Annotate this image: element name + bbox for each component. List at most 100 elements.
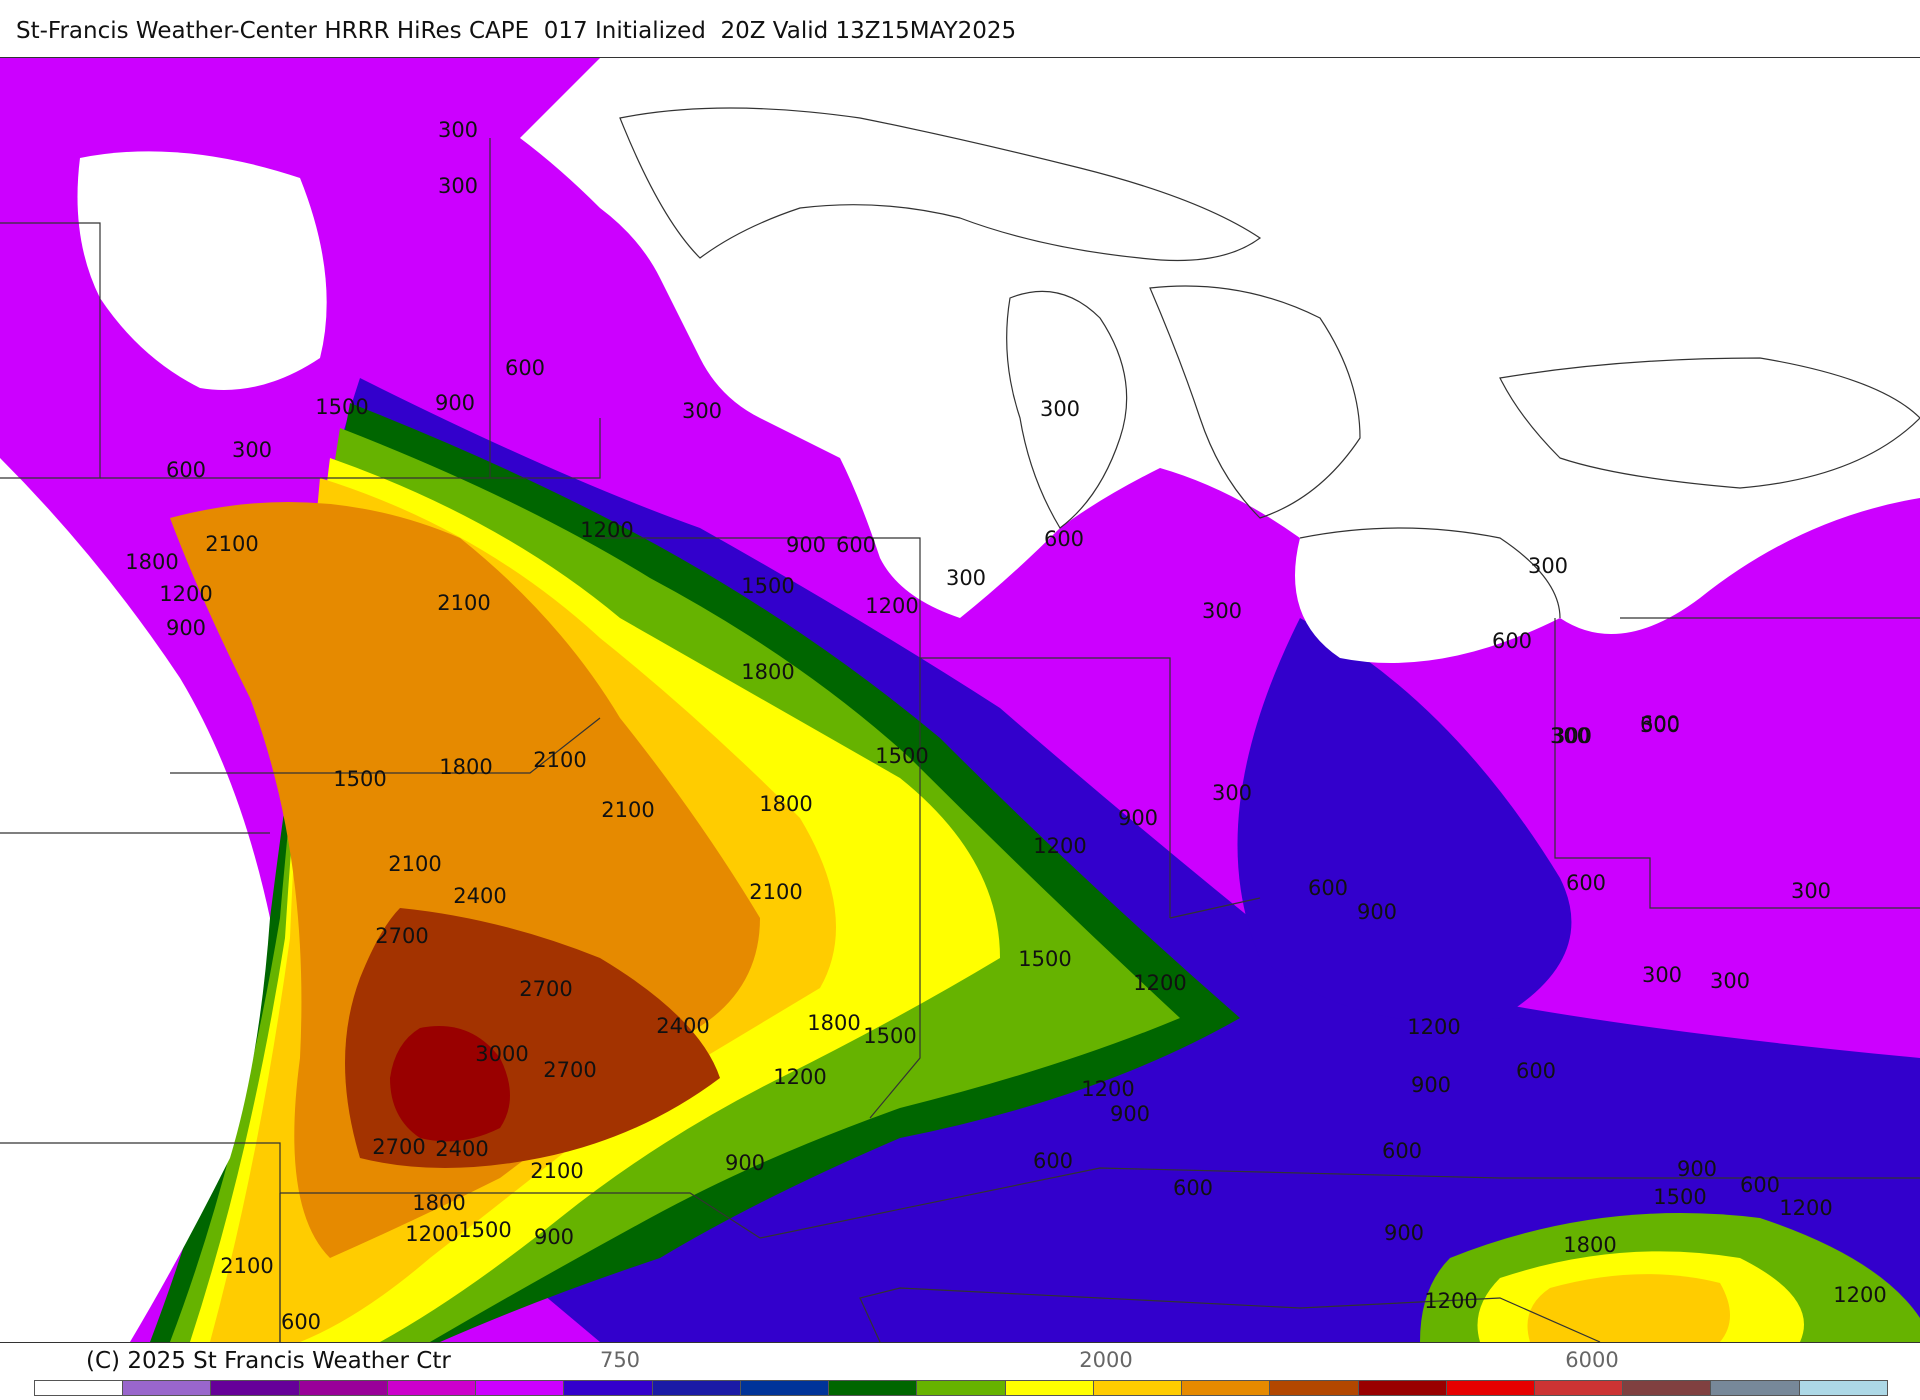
no-cape-north xyxy=(520,58,1920,663)
no-cape-nw xyxy=(77,151,327,390)
contour-label: 600 xyxy=(1516,1059,1556,1083)
contour-label: 300 xyxy=(1642,963,1682,987)
colorbar-swatch xyxy=(1270,1381,1359,1395)
contour-label: 1800 xyxy=(439,755,492,779)
contour-label: 3000 xyxy=(475,1042,528,1066)
contour-label: 1200 xyxy=(1833,1283,1886,1307)
contour-label: 300 xyxy=(438,118,478,142)
contour-label: 1800 xyxy=(125,550,178,574)
colorbar-swatch xyxy=(917,1381,1006,1395)
colorbar-swatch xyxy=(1623,1381,1712,1395)
contour-label: 2100 xyxy=(530,1159,583,1183)
colorbar-swatch xyxy=(1358,1381,1447,1395)
contour-label: 900 xyxy=(166,616,206,640)
contour-label: 2700 xyxy=(372,1135,425,1159)
contour-label: 2100 xyxy=(220,1254,273,1278)
contour-label: 900 xyxy=(1110,1102,1150,1126)
contour-label: 300 xyxy=(1212,781,1252,805)
contour-label: 2100 xyxy=(205,532,258,556)
contour-label: 600 xyxy=(1740,1173,1780,1197)
cape-field-600-east xyxy=(1237,618,1572,1022)
contour-label: 2400 xyxy=(435,1137,488,1161)
contour-label: 300 xyxy=(1791,879,1831,903)
cape-field-2100-se xyxy=(1527,1274,1730,1342)
contour-label: 1200 xyxy=(1033,834,1086,858)
copyright-notice: (C) 2025 St Francis Weather Ctr xyxy=(86,1348,451,1374)
contour-label: 1800 xyxy=(412,1191,465,1215)
contour-label: 300 xyxy=(682,399,722,423)
contour-label: 1500 xyxy=(1653,1185,1706,1209)
colorbar-swatch xyxy=(1534,1381,1624,1395)
colorbar-swatch xyxy=(123,1381,212,1395)
colorbar-swatch xyxy=(1005,1381,1094,1395)
contour-label: 600 xyxy=(166,458,206,482)
contour-label: 600 xyxy=(1308,876,1348,900)
colorbar-swatch xyxy=(1093,1381,1183,1395)
contour-label: 1200 xyxy=(1779,1196,1832,1220)
contour-label: 900 xyxy=(435,391,475,415)
contour-label: 1500 xyxy=(1018,947,1071,971)
contour-label: 2100 xyxy=(601,798,654,822)
contour-label: 1500 xyxy=(315,395,368,419)
contour-label: 1200 xyxy=(1407,1015,1460,1039)
contour-label: 900 xyxy=(1357,900,1397,924)
contour-label: 300 xyxy=(438,174,478,198)
contour-label: 1200 xyxy=(1133,971,1186,995)
cape-field-3000 xyxy=(390,1026,510,1142)
contour-label: 1500 xyxy=(863,1024,916,1048)
contour-label: 2100 xyxy=(388,852,441,876)
contour-label: 1200 xyxy=(580,518,633,542)
map-footer: (C) 2025 St Francis Weather Ctr 750 2000… xyxy=(0,1342,1920,1400)
contour-label: 300 xyxy=(1552,724,1592,748)
contour-label: 300 xyxy=(1640,713,1680,737)
colorbar-swatch xyxy=(476,1381,565,1395)
contour-label: 1500 xyxy=(741,574,794,598)
colorbar-swatch xyxy=(387,1381,477,1395)
contour-labels: 3003006009001500300600300210018001200900… xyxy=(125,118,1886,1334)
contour-label: 600 xyxy=(1173,1176,1213,1200)
contour-label: 2400 xyxy=(656,1014,709,1038)
contour-label: 1200 xyxy=(159,582,212,606)
contour-label: 600 xyxy=(1492,629,1532,653)
colorbar-swatch xyxy=(299,1381,388,1395)
colorbar-swatch xyxy=(652,1381,741,1395)
contour-label: 300 xyxy=(232,438,272,462)
contour-label: 2100 xyxy=(749,880,802,904)
colorbar-swatch xyxy=(1711,1381,1800,1395)
contour-label: 2100 xyxy=(437,591,490,615)
colorbar-swatch xyxy=(740,1381,830,1395)
contour-label: 600 xyxy=(505,356,545,380)
colorbar-tick-6000: 6000 xyxy=(1565,1348,1619,1372)
contour-label: 1800 xyxy=(741,660,794,684)
contour-label: 900 xyxy=(1384,1221,1424,1245)
colorbar-swatch xyxy=(1799,1381,1887,1395)
state-borders xyxy=(0,138,1920,1342)
contour-label: 1800 xyxy=(759,792,812,816)
contour-label: 1200 xyxy=(1424,1289,1477,1313)
cape-map-canvas: 3003006009001500300600300210018001200900… xyxy=(0,58,1920,1342)
colorbar-swatch xyxy=(35,1381,124,1395)
colorbar-swatch xyxy=(829,1381,918,1395)
contour-label: 1800 xyxy=(1563,1233,1616,1257)
contour-label: 2100 xyxy=(533,748,586,772)
colorbar-tick-750: 750 xyxy=(599,1348,641,1372)
contour-label: 1500 xyxy=(333,767,386,791)
contour-label: 1800 xyxy=(807,1011,860,1035)
contour-label: 1500 xyxy=(458,1218,511,1242)
contour-label: 600 xyxy=(1640,712,1680,736)
contour-label: 2700 xyxy=(519,977,572,1001)
contour-label: 900 xyxy=(1118,806,1158,830)
contour-label: 300 xyxy=(1528,554,1568,578)
contour-label: 2400 xyxy=(453,884,506,908)
colorbar-swatch xyxy=(211,1381,300,1395)
contour-label: 1200 xyxy=(865,594,918,618)
contour-label: 300 xyxy=(946,566,986,590)
cape-map: 300 300 600 900 1500 300 600 300 2100 1800 1200 900… xyxy=(0,57,1920,1343)
contour-label: 600 xyxy=(836,533,876,557)
contour-label: 300 xyxy=(1710,969,1750,993)
colorbar-tick-2000: 2000 xyxy=(1079,1348,1133,1372)
contour-label: 300 xyxy=(1202,599,1242,623)
contour-label: 600 xyxy=(1044,527,1084,551)
cape-colorbar xyxy=(34,1380,1888,1396)
lake-shores xyxy=(619,107,1920,619)
